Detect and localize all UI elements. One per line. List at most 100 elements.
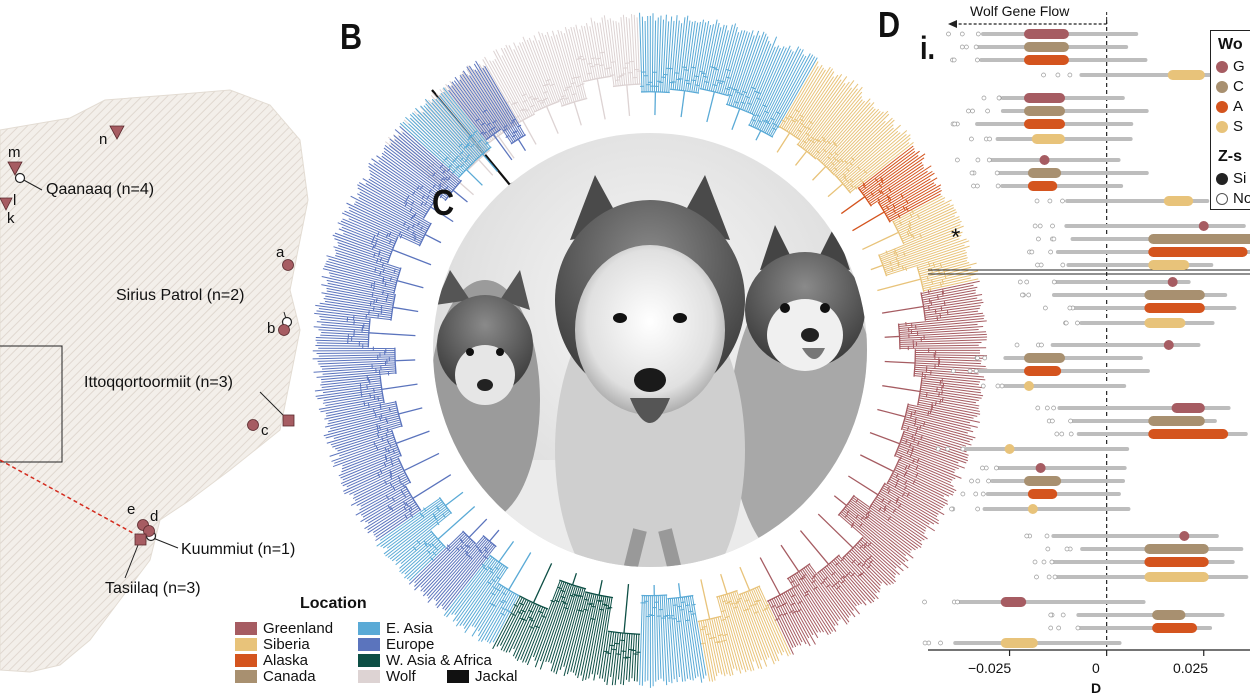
wolf-gene-flow-marker: *: [951, 224, 961, 251]
nonsignificant-point: [985, 108, 990, 114]
tree-leaf-branch: [318, 397, 384, 410]
tree-leaf-branch: [773, 597, 799, 646]
tree-leaf-branch: [898, 445, 959, 470]
tree-leaf-branch: [545, 584, 573, 663]
greenland-map: [0, 89, 309, 673]
tree-leaf-branch: [742, 40, 770, 111]
tree-leaf-branch: [839, 512, 902, 566]
tree-leaf-branch: [633, 14, 638, 85]
tree-leaf-branch: [601, 631, 610, 679]
tree-leaf-branch: [315, 304, 392, 317]
significant-point: [1179, 531, 1190, 541]
tree-leaf-branch: [721, 32, 740, 94]
tree-leaf-branch: [857, 542, 896, 579]
tree-leaf-branch: [440, 92, 488, 151]
tree-subclade-arc: [607, 630, 641, 635]
tree-leaf-branch: [870, 165, 932, 206]
tree-leaf-branch: [901, 439, 967, 464]
tree-leaf-branch: [390, 143, 453, 193]
tree-leaf-branch: [925, 312, 984, 321]
tree-leaf-branch: [337, 432, 393, 452]
tree-leaf-branch: [925, 310, 979, 318]
tree-leaf-branch: [325, 395, 383, 407]
tree-leaf-branch: [573, 27, 587, 82]
tree-internal-branch: [882, 385, 921, 393]
d-legend-title-z: Z-s: [1218, 148, 1242, 165]
legend-greenland: Greenland: [235, 620, 333, 637]
significant-point: [1004, 444, 1015, 454]
tree-leaf-branch: [480, 590, 512, 642]
tree-subclade-arc: [559, 579, 587, 590]
site-letter-n: n: [99, 131, 108, 148]
tree-internal-branch: [571, 572, 578, 586]
tree-leaf-branch: [821, 569, 854, 611]
tree-leaf-branch: [842, 509, 906, 563]
tree-leaf-branch: [903, 433, 969, 456]
tree-leaf-branch: [880, 225, 964, 260]
tree-leaf-branch: [342, 218, 396, 243]
tree-leaf-branch: [323, 415, 400, 437]
tree-leaf-branch: [513, 603, 535, 650]
tree-leaf-branch: [451, 81, 493, 136]
tree-leaf-branch: [405, 116, 464, 173]
tree-leaf-branch: [376, 499, 442, 547]
tree-leaf-branch: [403, 542, 443, 579]
d-legend-a: A: [1216, 98, 1243, 115]
tree-leaf-branch: [826, 565, 860, 606]
tree-leaf-branch: [468, 65, 518, 141]
tree-leaf-branch: [678, 15, 689, 91]
nonsignificant-point: [1024, 279, 1030, 285]
tree-leaf-branch: [919, 395, 980, 407]
site-letter-m: m: [8, 144, 21, 161]
tree-leaf-branch: [888, 190, 942, 220]
tree-leaf-branch: [745, 36, 778, 112]
legend-europe: Europe: [358, 636, 434, 653]
tree-leaf-branch: [917, 254, 967, 271]
tree-leaf-branch: [342, 444, 398, 467]
tree-leaf-branch: [435, 93, 487, 154]
swatch-greenland: [235, 622, 257, 635]
tree-leaf-branch: [326, 255, 399, 278]
nonsignificant-point: [1035, 405, 1041, 411]
tree-leaf-branch: [921, 284, 974, 297]
tree-leaf-branch: [855, 544, 896, 583]
tree-leaf-branch: [406, 544, 444, 580]
tree-leaf-branch: [316, 352, 395, 354]
tree-leaf-branch: [368, 165, 431, 208]
tree-leaf-branch: [922, 273, 977, 287]
tree-leaf-branch: [494, 58, 527, 119]
tree-leaf-branch: [886, 184, 942, 217]
tree-leaf-branch: [376, 155, 437, 199]
tree-leaf-branch: [333, 246, 401, 270]
tree-leaf-branch: [417, 114, 470, 167]
tree-leaf-branch: [674, 23, 683, 90]
tree-leaf-branch: [790, 68, 834, 134]
tree-leaf-branch: [560, 30, 581, 101]
tree-leaf-branch: [781, 66, 819, 129]
nonsignificant-point: [981, 95, 987, 101]
tree-leaf-branch: [381, 152, 446, 201]
tree-internal-branch: [478, 159, 494, 176]
tree-leaf-branch: [719, 616, 735, 669]
tree-leaf-branch: [389, 510, 451, 560]
tree-leaf-branch: [657, 595, 662, 679]
tree-internal-branch: [395, 359, 416, 362]
nonsignificant-point: [960, 491, 966, 497]
tree-internal-branch: [848, 475, 879, 496]
tree-leaf-branch: [887, 187, 941, 219]
dot-nonsignificant: [1216, 192, 1228, 205]
tree-leaf-branch: [899, 209, 956, 236]
tree-leaf-branch: [893, 195, 943, 223]
nonsignificant-point: [1048, 249, 1053, 255]
tree-leaf-branch: [899, 326, 984, 333]
tree-leaf-branch: [836, 556, 876, 600]
tree-leaf-branch: [919, 393, 977, 404]
tree-leaf-branch: [326, 401, 396, 417]
panel-letter-d: D: [878, 4, 901, 45]
tree-leaf-branch: [883, 485, 938, 518]
tree-leaf-branch: [719, 26, 738, 94]
tree-leaf-branch: [756, 587, 789, 657]
tree-internal-branch: [677, 583, 682, 598]
tree-leaf-branch: [807, 88, 858, 153]
tree-leaf-branch: [904, 418, 976, 439]
